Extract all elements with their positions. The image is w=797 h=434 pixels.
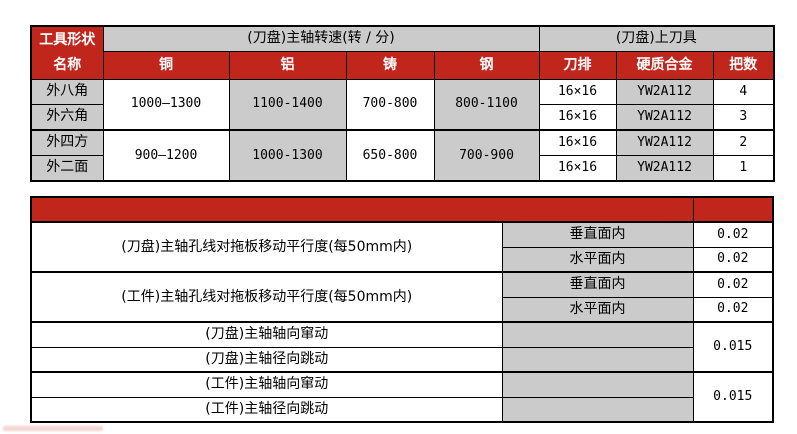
corner-header-line2: 名称 [53,56,82,73]
carbide-cell: YW2A112 [615,154,714,182]
tolerance-value-cell: 0.02 [692,296,774,323]
col-header-carbide: 硬质合金 [615,50,714,80]
tolerance-value-cell: 0.02 [692,221,774,248]
spindle-speed-table: 工具形状 名称 (刀盘)主轴转速(转 / 分) (刀盘)上刀具 铜 铝 铸 钢 … [30,25,776,182]
speed-cell: 1100-1400 [228,78,347,131]
plane-cell: 垂直面内 [501,271,694,298]
corner-header-line1: 工具形状 [39,31,96,48]
row-name-cell: 外六角 [30,103,104,131]
col-header-cast: 铸 [345,50,435,80]
accuracy-header-value-bar [692,196,774,223]
empty-plane-cell [501,321,694,348]
count-cell: 2 [712,129,775,156]
speed-cell: 1000-1300 [228,129,347,182]
tolerance-value-cell: 0.02 [692,271,774,298]
tolerance-value-cell: 0.015 [692,371,774,423]
accuracy-desc-cell: (工件)主轴径向跳动 [30,396,503,423]
carbide-cell: YW2A112 [615,103,714,131]
corner-header-tool-shape-name: 工具形状 名称 [30,25,104,80]
col-header-count: 把数 [712,50,775,80]
count-cell: 4 [712,78,775,105]
tools-group-header: (刀盘)上刀具 [538,25,775,52]
tool-bar-cell: 16×16 [538,78,617,105]
col-header-aluminum: 铝 [228,50,347,80]
accuracy-table: (刀盘)主轴孔线对拖板移动平行度(每50mm内) 垂直面内 0.02 水平面内 … [30,196,774,423]
tolerance-value-cell: 0.015 [692,321,774,373]
accuracy-desc-cell: (刀盘)主轴孔线对拖板移动平行度(每50mm内) [30,221,503,273]
speed-cell: 650-800 [345,129,435,182]
row-name-cell: 外二面 [30,154,104,182]
speed-cell: 900—1200 [102,129,230,182]
speed-cell: 1000—1300 [102,78,230,131]
accuracy-desc-cell: (工件)主轴轴向窜动 [30,371,503,398]
empty-plane-cell [501,371,694,398]
accuracy-desc-cell: (刀盘)主轴径向跳动 [30,346,503,373]
carbide-cell: YW2A112 [615,78,714,105]
carbide-cell: YW2A112 [615,129,714,156]
col-header-steel: 钢 [433,50,540,80]
tool-bar-cell: 16×16 [538,129,617,156]
speed-group-header: (刀盘)主轴转速(转 / 分) [102,25,540,52]
row-name-cell: 外四方 [30,129,104,156]
col-header-copper: 铜 [102,50,230,80]
tool-bar-cell: 16×16 [538,154,617,182]
accuracy-desc-cell: (刀盘)主轴轴向窜动 [30,321,503,348]
speed-cell: 700-900 [433,129,540,182]
plane-cell: 水平面内 [501,246,694,273]
speed-cell: 800-1100 [433,78,540,131]
speed-cell: 700-800 [345,78,435,131]
tolerance-value-cell: 0.02 [692,246,774,273]
plane-cell: 水平面内 [501,296,694,323]
tool-bar-cell: 16×16 [538,103,617,131]
accuracy-header-bar [30,196,694,223]
plane-cell: 垂直面内 [501,221,694,248]
row-name-cell: 外八角 [30,78,104,105]
count-cell: 1 [712,154,775,182]
empty-plane-cell [501,396,694,423]
col-header-tool-bar: 刀排 [538,50,617,80]
cutoff-red-artifact [3,426,103,431]
accuracy-desc-cell: (工件)主轴孔线对拖板移动平行度(每50mm内) [30,271,503,323]
count-cell: 3 [712,103,775,131]
empty-plane-cell [501,346,694,373]
